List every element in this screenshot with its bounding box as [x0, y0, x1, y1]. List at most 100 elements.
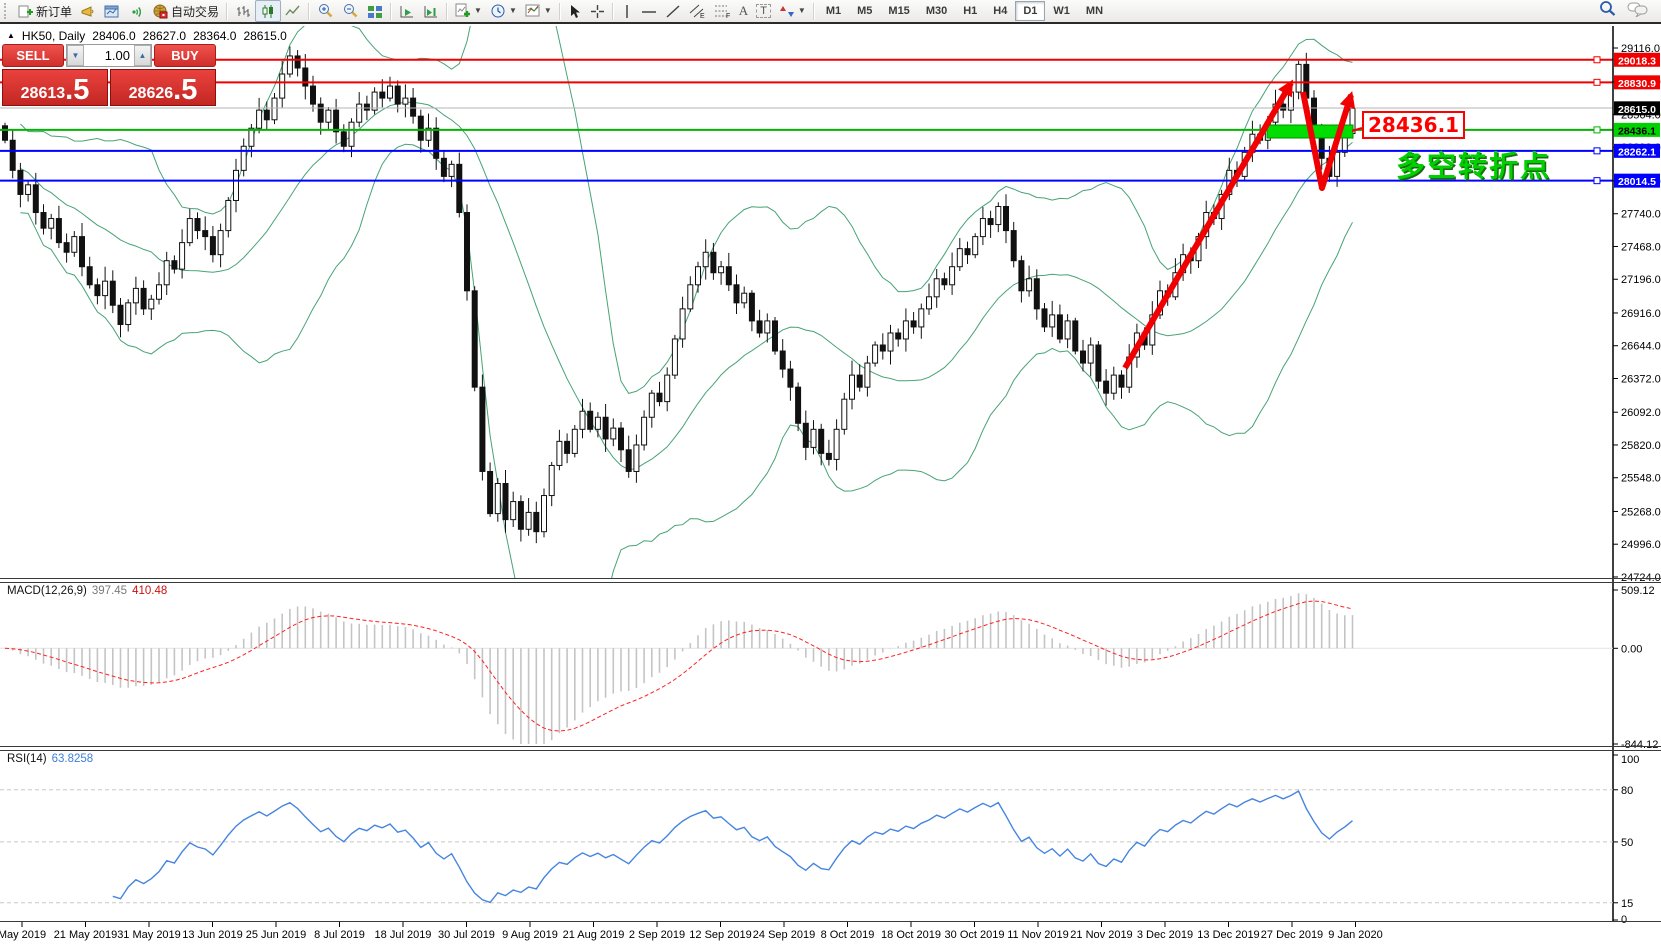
candle-body: [879, 344, 886, 352]
volume-increase-button[interactable]: ▲: [134, 45, 151, 66]
tab-m1[interactable]: M1: [825, 5, 842, 17]
arrows-button[interactable]: ▼: [775, 1, 810, 21]
candle-body: [995, 205, 1002, 226]
bar-chart-button[interactable]: [231, 1, 255, 21]
candle-body: [32, 184, 39, 214]
tab-m30[interactable]: M30: [925, 5, 948, 17]
date-tick-label: 8 Jul 2019: [314, 929, 365, 941]
candle-body: [440, 157, 447, 177]
candle-body: [1287, 91, 1294, 111]
bid-price-box[interactable]: 28613 .5: [2, 69, 108, 106]
sell-button[interactable]: SELL: [2, 44, 64, 67]
candle-body: [55, 218, 62, 244]
volume-stepper: ▼ 1.00 ▲: [66, 44, 152, 67]
rsi-tick-label: 80: [1621, 785, 1633, 797]
candle-body: [956, 248, 963, 268]
cursor-button[interactable]: [564, 1, 586, 21]
ask-price-big-digit: .5: [173, 73, 198, 106]
templates-button[interactable]: ▼: [521, 1, 556, 21]
candle-body: [610, 427, 617, 440]
price-callout-label[interactable]: 28436.1: [1362, 111, 1466, 139]
candle-body: [887, 332, 894, 352]
tab-h4[interactable]: H4: [993, 5, 1008, 17]
toolbar-separator: [226, 2, 229, 20]
candle-body: [1072, 320, 1079, 352]
trendline-button[interactable]: [661, 1, 685, 21]
text-label-button[interactable]: T: [752, 1, 775, 21]
candle-body: [17, 169, 24, 195]
panel-separator[interactable]: [0, 746, 1661, 747]
candle-body: [671, 338, 678, 376]
candlestick-chart-button[interactable]: [255, 0, 282, 22]
fibonacci-button[interactable]: F: [710, 1, 735, 21]
candle-body: [664, 374, 671, 403]
candle-body: [263, 109, 270, 121]
drawn-annotations[interactable]: [1122, 79, 1363, 370]
chevron-down-icon: ▼: [474, 6, 482, 15]
market-window-button[interactable]: [100, 1, 124, 21]
toolbar-separator: [558, 2, 561, 20]
crosshair-button[interactable]: [586, 1, 609, 21]
candle-body: [86, 266, 93, 286]
text-button[interactable]: A: [735, 1, 752, 21]
new-order-button[interactable]: 新订单: [14, 1, 76, 21]
alert-button[interactable]: [76, 1, 100, 21]
candle-body: [1103, 380, 1110, 394]
turning-point-annotation[interactable]: 多空转折点: [1396, 151, 1552, 183]
tab-m5[interactable]: M5: [857, 5, 873, 17]
candle-body: [849, 374, 855, 400]
price-axis[interactable]: 29116.028836.028564.028292.028012.027740…: [1612, 26, 1661, 926]
toolbar-grip[interactable]: [4, 3, 11, 19]
chat-icon[interactable]: [1627, 1, 1649, 22]
candle-body: [533, 511, 540, 533]
ask-price-box[interactable]: 28626 .5: [110, 69, 216, 106]
date-tick-label: 11 Nov 2019: [1007, 929, 1069, 941]
panel-separator: [0, 749, 1661, 751]
autotrading-button[interactable]: 自动交易: [148, 1, 223, 21]
templates-icon: [525, 3, 541, 19]
candle-body: [741, 292, 748, 304]
candle-body: [787, 368, 794, 388]
candle-body: [256, 109, 263, 129]
zoom-out-button[interactable]: [338, 1, 363, 21]
candle-body: [48, 218, 55, 229]
tab-m15[interactable]: M15: [888, 5, 910, 17]
price-tick-label: 27740.0: [1621, 209, 1661, 221]
horizontal-line-button[interactable]: [637, 1, 661, 21]
volume-decrease-button[interactable]: ▼: [67, 45, 84, 66]
line-chart-button[interactable]: [281, 1, 305, 21]
tab-d1[interactable]: D1: [1015, 1, 1046, 21]
price-tag: [1614, 143, 1660, 158]
cursor-icon: [568, 4, 582, 19]
equidistant-channel-button[interactable]: E: [685, 1, 710, 21]
buy-button[interactable]: BUY: [154, 44, 216, 67]
volume-value[interactable]: 1.00: [104, 48, 130, 63]
tab-mn[interactable]: MN: [1085, 5, 1104, 17]
periods-button[interactable]: ▼: [486, 1, 521, 21]
signal-button[interactable]: [124, 1, 148, 21]
ask-price-main: 28626: [128, 85, 174, 102]
candle-body: [579, 410, 586, 430]
panel-separator: [0, 581, 1661, 583]
tile-windows-button[interactable]: [363, 1, 387, 21]
time-axis[interactable]: May 2019 21 May 2019 31 May 2019 13 Jun 201…: [0, 922, 1383, 941]
chart-shift-button[interactable]: [419, 1, 443, 21]
tab-w1[interactable]: W1: [1053, 5, 1070, 17]
price-tick-label: 27468.0: [1621, 241, 1661, 253]
indicators-button[interactable]: ▼: [451, 1, 486, 21]
candle-body: [779, 350, 786, 370]
auto-scroll-button[interactable]: [395, 1, 419, 21]
candle-body: [502, 483, 509, 521]
price-tag-label: 28014.5: [1618, 176, 1656, 188]
zoom-in-button[interactable]: [313, 1, 338, 21]
candle-body: [795, 386, 802, 424]
indicators-icon: [455, 3, 471, 19]
candle-body: [132, 287, 139, 304]
svg-text:F: F: [726, 13, 730, 19]
date-tick-label: 13 Jun 2019: [182, 929, 243, 941]
search-icon[interactable]: [1599, 0, 1617, 22]
tab-h1[interactable]: H1: [963, 5, 978, 17]
vertical-line-button[interactable]: [617, 1, 637, 21]
panel-separator[interactable]: [0, 578, 1661, 579]
